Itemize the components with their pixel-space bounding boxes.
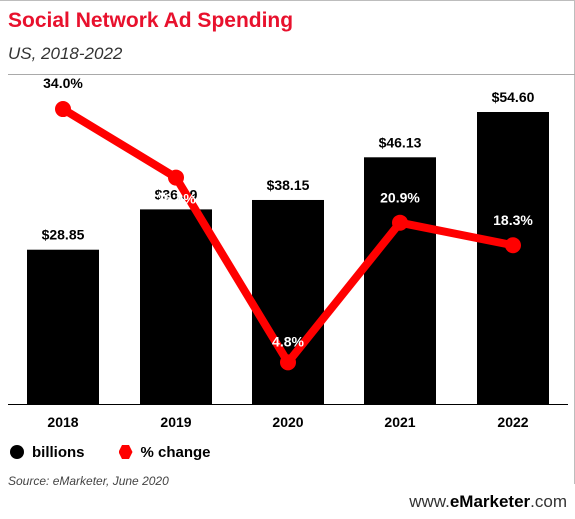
header-rule [8, 74, 575, 75]
bar-label-2020: $38.15 [267, 177, 310, 193]
bar-2020 [252, 199, 324, 404]
change-point-2019 [168, 169, 184, 186]
legend-label-change: % change [140, 443, 211, 461]
change-label-2019: 26.1% [156, 191, 196, 207]
bar-2022 [477, 112, 549, 404]
source-note: Source: eMarketer, June 2020 [8, 474, 169, 488]
change-point-2021 [392, 214, 408, 231]
x-tick-label-2020: 2020 [272, 414, 303, 430]
change-label-2021: 20.9% [380, 190, 420, 206]
x-tick-label-2022: 2022 [497, 414, 528, 430]
legend: billions % change [10, 442, 245, 462]
bar-2019 [140, 209, 212, 404]
change-label-2018: 34.0% [43, 75, 83, 91]
x-tick-label-2021: 2021 [384, 414, 415, 430]
bar-2021 [364, 157, 436, 404]
brand-name: eMarketer [449, 492, 531, 511]
change-label-2022: 18.3% [493, 212, 533, 228]
legend-label-billions: billions [32, 443, 85, 461]
legend-swatch-billions [10, 445, 24, 459]
legend-item-billions: billions [10, 444, 85, 461]
change-point-2022 [505, 237, 521, 254]
legend-swatch-change [118, 445, 133, 459]
chart-subtitle: US, 2018-2022 [8, 44, 123, 63]
change-point-2018 [55, 101, 71, 118]
x-tick-label-2019: 2019 [160, 414, 191, 430]
change-label-2020: 4.8% [272, 333, 304, 349]
legend-item-change: % change [118, 443, 211, 461]
brand-suffix: .com [530, 492, 567, 511]
bar-2018 [27, 249, 99, 404]
brand-prefix: www. [409, 492, 450, 511]
change-point-2020 [280, 354, 296, 371]
bar-label-2018: $28.85 [42, 227, 85, 243]
bar-label-2021: $46.13 [379, 134, 422, 150]
bar-label-2022: $54.60 [492, 89, 535, 105]
brand-logo: www.eMarketer.com [409, 492, 567, 512]
x-tick-label-2018: 2018 [47, 414, 78, 430]
top-border [0, 0, 575, 1]
chart-title: Social Network Ad Spending [8, 9, 294, 32]
